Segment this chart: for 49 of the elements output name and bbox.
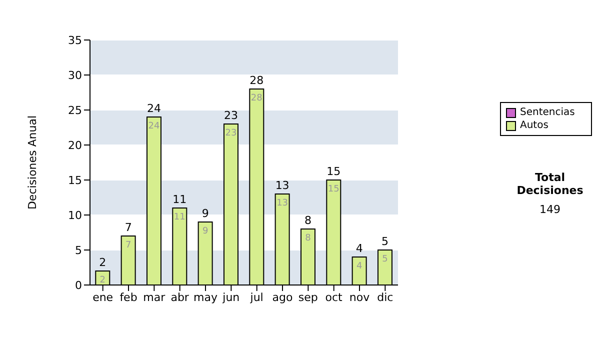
x-tick-label: may (194, 290, 218, 304)
y-tick-label: 25 (68, 104, 82, 117)
total-label: 2 (99, 256, 106, 269)
x-tick-label: jul (249, 290, 264, 304)
text: Total Decisiones (516, 171, 584, 197)
total-label: 24 (146, 102, 161, 115)
data-label: 5 (382, 254, 388, 264)
data-label: 11 (174, 212, 186, 222)
y-tick-label: 35 (68, 34, 82, 47)
x-tick-label: feb (120, 290, 138, 304)
total-label: 23 (224, 109, 238, 122)
data-label: 24 (148, 121, 160, 132)
total-label: 13 (275, 179, 290, 192)
data-label: 15 (328, 184, 340, 194)
total-label: 9 (202, 207, 209, 220)
data-label: 13 (276, 198, 288, 208)
x-tick-label: dic (377, 290, 394, 304)
data-label: 2 (100, 275, 106, 286)
total-label: 4 (356, 242, 363, 255)
total-label: 11 (172, 193, 187, 206)
y-tick-label: 10 (68, 208, 82, 222)
total-label: 5 (381, 235, 388, 248)
y-tick-label: 5 (75, 244, 82, 257)
x-tick-label: nov (349, 290, 370, 304)
y-axis-title: Decisiones Anual (26, 115, 39, 210)
y-tick-label: 30 (68, 68, 82, 82)
data-label: 9 (202, 226, 208, 236)
data-label: 28 (250, 93, 263, 104)
total-label: 7 (124, 221, 132, 234)
x-tick-label: oct (325, 290, 344, 304)
data-label: 8 (305, 233, 312, 244)
data-label: 7 (125, 240, 132, 250)
x-tick-label: jun (222, 290, 240, 304)
data-label: 23 (225, 128, 237, 138)
text: 149 (538, 203, 562, 216)
y-tick-label: 20 (68, 138, 82, 152)
x-tick-label: sep (298, 290, 318, 304)
total-label: 8 (304, 214, 312, 227)
x-tick-label: mar (143, 290, 166, 304)
y-tick-label: 15 (68, 174, 82, 187)
total-label: 28 (250, 74, 264, 87)
y-tick-label: 0 (75, 278, 82, 292)
x-tick-label: ene (92, 290, 114, 304)
total-label: 15 (326, 165, 341, 178)
x-tick-label: ago (272, 290, 293, 304)
legend-label: Autos (520, 119, 548, 132)
x-tick-label: abr (170, 290, 190, 304)
data-label: 4 (356, 261, 362, 272)
legend-label: Sentencias (520, 106, 575, 119)
